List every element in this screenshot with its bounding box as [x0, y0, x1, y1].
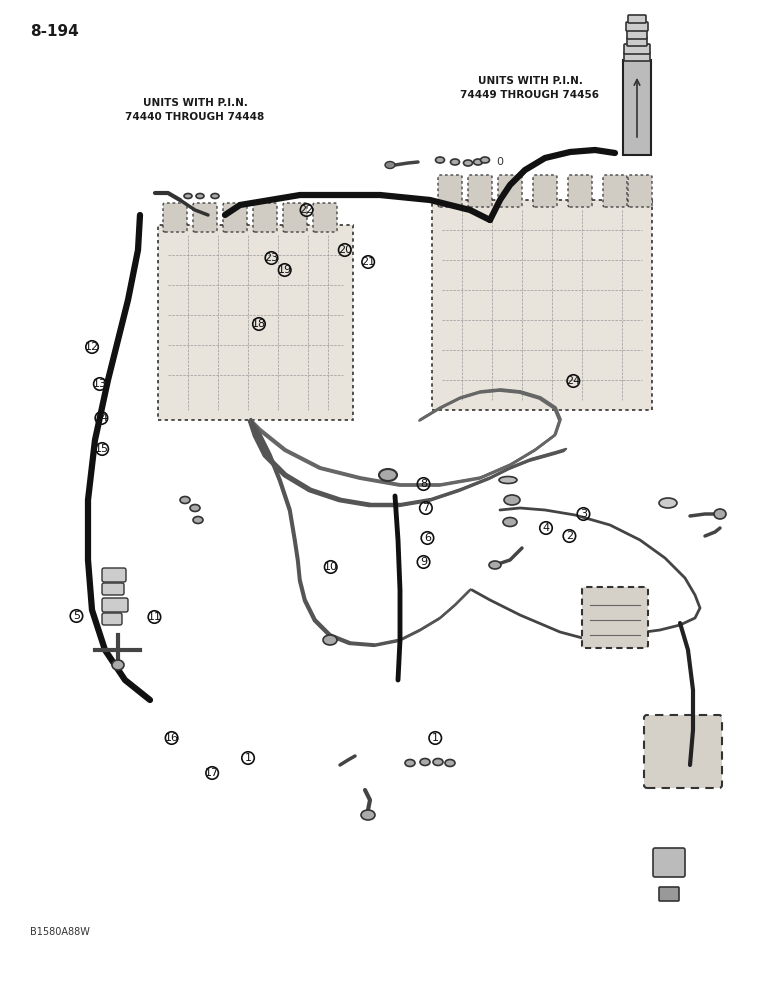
Text: 5: 5 [73, 611, 80, 621]
Text: 24: 24 [566, 376, 580, 386]
Text: 20: 20 [338, 245, 352, 255]
FancyBboxPatch shape [253, 203, 277, 232]
Ellipse shape [504, 495, 520, 505]
FancyBboxPatch shape [283, 203, 307, 232]
Ellipse shape [503, 518, 517, 526]
Text: B1580A88W: B1580A88W [30, 927, 90, 937]
Text: 7: 7 [422, 503, 430, 513]
FancyBboxPatch shape [624, 52, 650, 61]
FancyBboxPatch shape [163, 203, 187, 232]
Text: 8: 8 [420, 479, 427, 489]
Ellipse shape [405, 760, 415, 766]
Text: 13: 13 [93, 379, 107, 389]
FancyBboxPatch shape [627, 37, 647, 46]
FancyBboxPatch shape [193, 203, 217, 232]
Ellipse shape [714, 509, 726, 519]
Ellipse shape [180, 496, 190, 504]
FancyBboxPatch shape [158, 225, 353, 420]
Ellipse shape [489, 561, 501, 569]
Ellipse shape [190, 504, 200, 512]
Ellipse shape [435, 157, 445, 163]
Ellipse shape [445, 760, 455, 766]
Text: 14: 14 [94, 413, 108, 423]
FancyBboxPatch shape [313, 203, 337, 232]
FancyBboxPatch shape [628, 175, 652, 207]
Ellipse shape [499, 477, 517, 484]
FancyBboxPatch shape [432, 200, 652, 410]
FancyBboxPatch shape [568, 175, 592, 207]
Text: 17: 17 [205, 768, 219, 778]
Ellipse shape [196, 194, 204, 198]
FancyBboxPatch shape [102, 583, 124, 595]
FancyBboxPatch shape [438, 175, 462, 207]
Ellipse shape [361, 810, 375, 820]
Text: 0: 0 [497, 157, 504, 167]
Text: 12: 12 [85, 342, 99, 352]
FancyBboxPatch shape [102, 613, 122, 625]
Text: UNITS WITH P.I.N.
74440 THROUGH 74448: UNITS WITH P.I.N. 74440 THROUGH 74448 [126, 98, 264, 122]
Ellipse shape [379, 469, 397, 481]
Text: 1: 1 [245, 753, 251, 763]
Text: 9: 9 [420, 557, 427, 567]
Text: 19: 19 [278, 265, 292, 275]
Ellipse shape [473, 159, 483, 165]
FancyBboxPatch shape [628, 15, 646, 23]
Ellipse shape [420, 758, 430, 766]
Text: 6: 6 [424, 533, 431, 543]
Bar [623, 60, 651, 155]
Text: 15: 15 [95, 444, 109, 454]
FancyBboxPatch shape [102, 568, 126, 582]
Text: 16: 16 [165, 733, 179, 743]
FancyBboxPatch shape [223, 203, 247, 232]
Text: UNITS WITH P.I.N.
74449 THROUGH 74456: UNITS WITH P.I.N. 74449 THROUGH 74456 [460, 76, 600, 100]
FancyBboxPatch shape [627, 29, 647, 39]
Ellipse shape [463, 160, 473, 166]
FancyBboxPatch shape [626, 22, 648, 31]
Ellipse shape [451, 159, 459, 165]
Ellipse shape [211, 194, 219, 198]
FancyBboxPatch shape [533, 175, 557, 207]
FancyBboxPatch shape [102, 598, 128, 612]
FancyBboxPatch shape [659, 887, 679, 901]
Text: 2: 2 [566, 531, 573, 541]
Text: 3: 3 [580, 509, 587, 519]
FancyBboxPatch shape [624, 44, 650, 54]
Ellipse shape [112, 660, 124, 670]
FancyBboxPatch shape [603, 175, 627, 207]
Text: 10: 10 [324, 562, 338, 572]
Ellipse shape [323, 635, 337, 645]
FancyBboxPatch shape [498, 175, 522, 207]
Text: 1: 1 [432, 733, 438, 743]
Text: 18: 18 [252, 319, 266, 329]
Text: 8-194: 8-194 [30, 24, 79, 39]
Ellipse shape [433, 758, 443, 766]
Ellipse shape [193, 516, 203, 524]
Ellipse shape [659, 498, 677, 508]
Ellipse shape [184, 194, 192, 198]
Ellipse shape [385, 161, 395, 168]
FancyBboxPatch shape [468, 175, 492, 207]
Ellipse shape [480, 157, 490, 163]
FancyBboxPatch shape [582, 587, 648, 648]
Text: 23: 23 [264, 253, 278, 263]
Text: 4: 4 [542, 523, 550, 533]
FancyBboxPatch shape [644, 715, 722, 788]
Text: 11: 11 [147, 612, 161, 622]
Text: 22: 22 [300, 205, 314, 215]
FancyBboxPatch shape [653, 848, 685, 877]
Text: 21: 21 [361, 257, 375, 267]
